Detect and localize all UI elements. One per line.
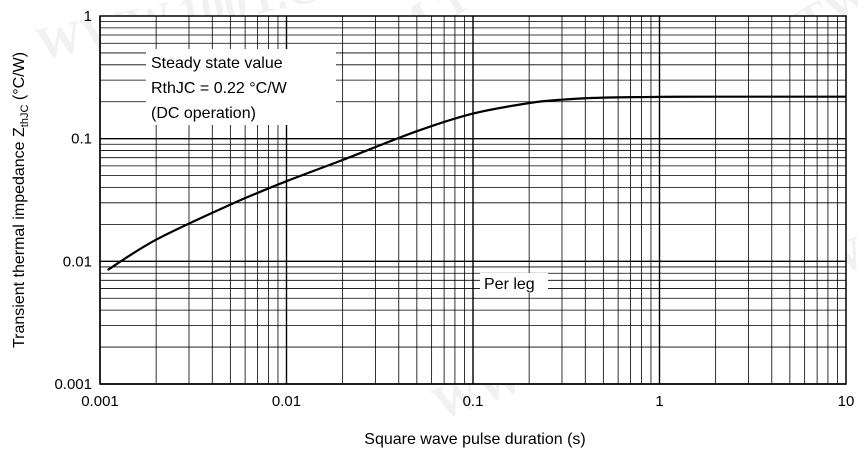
x-tick-label: 0.001 — [81, 393, 119, 410]
steady-state-line-1: Steady state value — [151, 55, 283, 72]
plot-frame — [99, 15, 847, 385]
x-tick-label: 0.1 — [463, 393, 484, 410]
y-axis-title-main: Transient thermal impedance Z — [11, 127, 28, 348]
x-tick-label: 10 — [838, 393, 855, 410]
impedance-curve-line — [107, 95, 846, 271]
y-tick-label: 0.1 — [71, 131, 92, 148]
x-tick-label: 1 — [655, 393, 663, 410]
y-tick-labels: 0.001 0.01 0.1 1 — [54, 8, 92, 393]
x-tick-label: 0.01 — [272, 393, 301, 410]
x-tick-labels: 0.001 0.01 0.1 1 10 — [81, 393, 854, 410]
steady-state-line-2: RthJC = 0.22 °C/W — [151, 80, 288, 97]
x-axis-title: Square wave pulse duration (s) — [364, 431, 585, 448]
y-tick-label: 0.01 — [63, 253, 92, 270]
y-tick-label: 0.001 — [54, 376, 92, 393]
per-leg-annotation-box — [480, 273, 548, 293]
steady-state-line-3: (DC operation) — [151, 105, 256, 122]
y-axis-title-unit: (°C/W) — [11, 52, 28, 105]
per-leg-label: Per leg — [484, 276, 535, 293]
y-axis-title: Transient thermal impedance ZthJC (°C/W) — [11, 52, 31, 348]
y-tick-label: 1 — [84, 8, 92, 25]
y-axis-title-subscript: thJC — [19, 105, 31, 128]
steady-state-annotation-box — [146, 49, 336, 125]
